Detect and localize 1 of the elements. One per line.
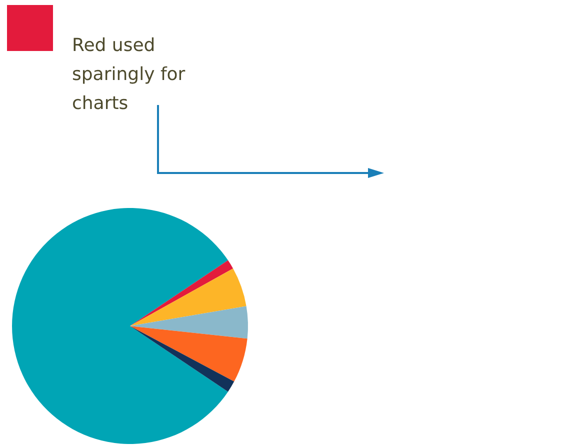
text: Red used sparingly for charts (72, 34, 186, 116)
